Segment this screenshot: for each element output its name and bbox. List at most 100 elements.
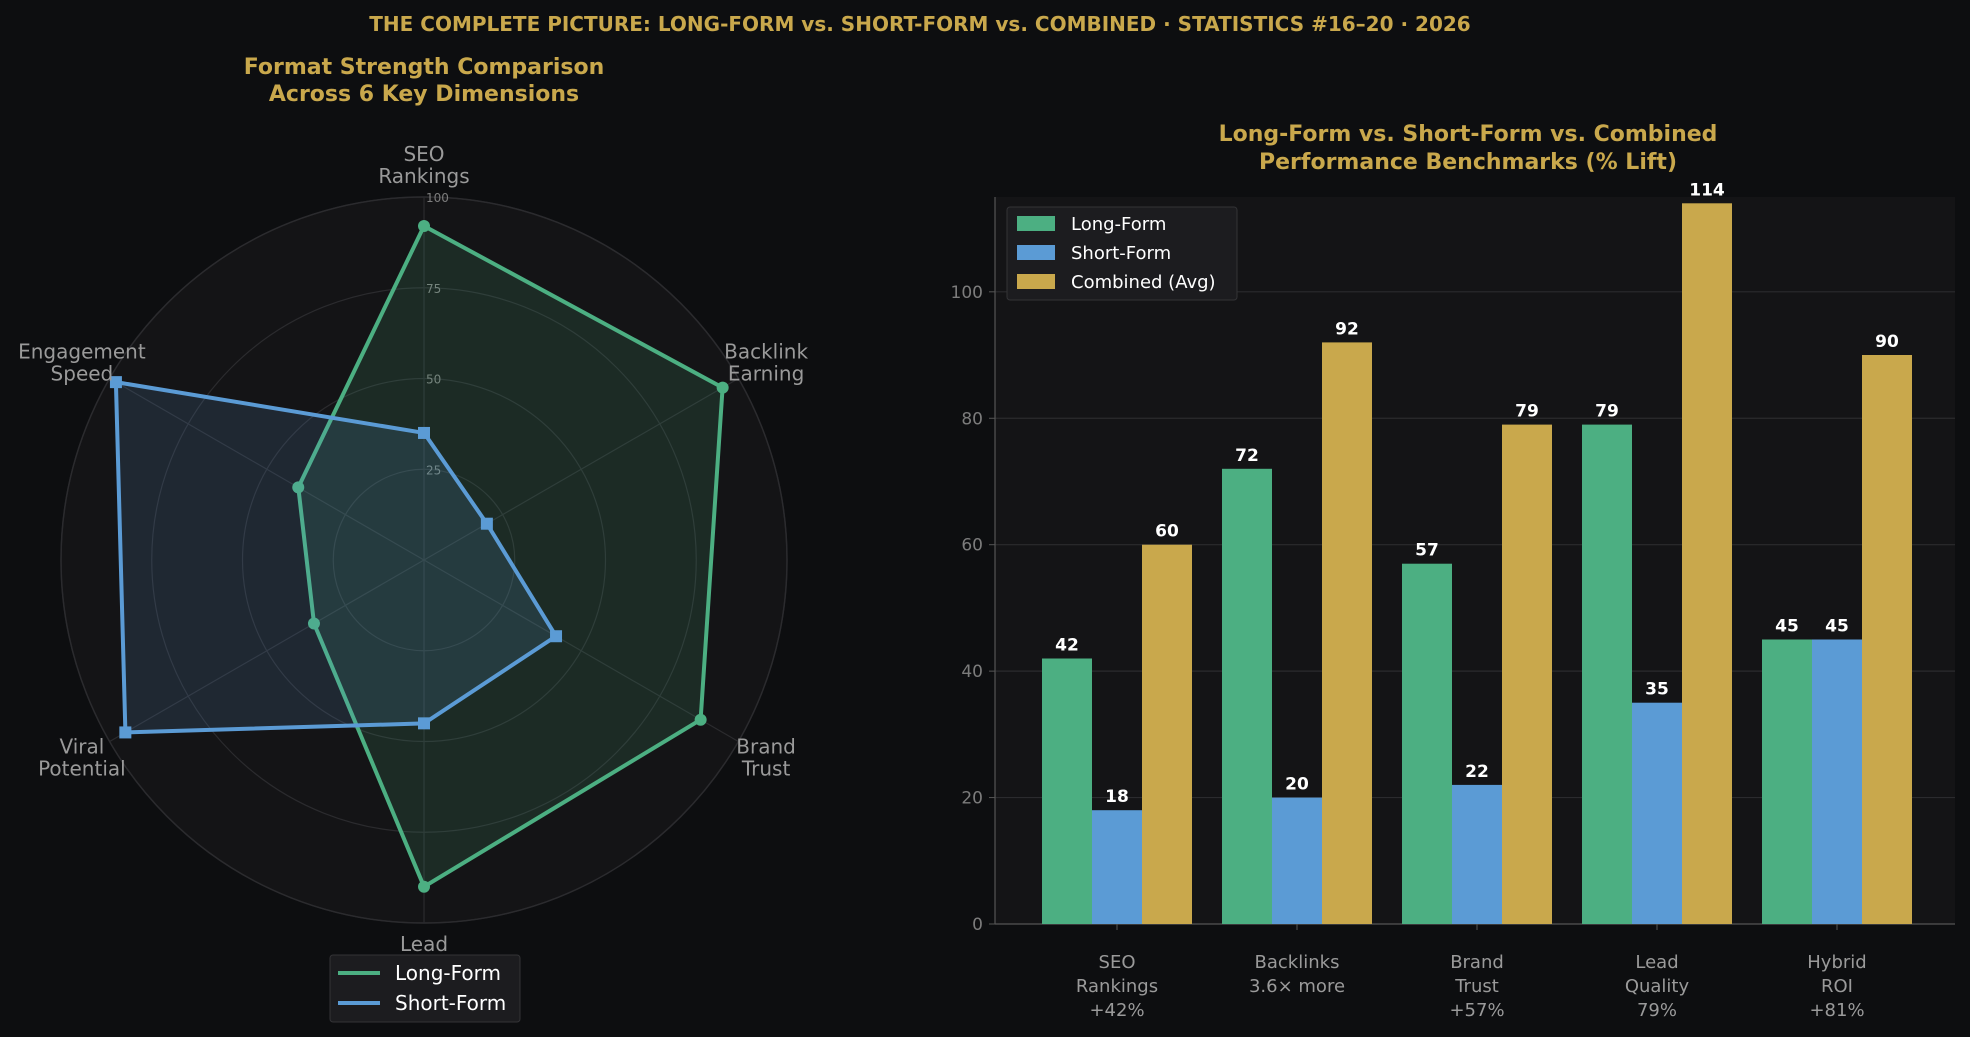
- bar-marks: 42 18 60 72 20 92 57 22 79 79 35 114 45 45 90: [1042, 180, 1912, 925]
- bar-0-4: [1762, 639, 1812, 924]
- bar-x-tick-label: +81%: [1809, 1000, 1864, 1021]
- radar-axis-label: Viral: [59, 735, 104, 759]
- radar-axis-label: Earning: [728, 362, 804, 386]
- bar-value-label: 60: [1155, 522, 1179, 542]
- radar-axis-label: Lead: [400, 932, 448, 956]
- bar-title-line-2: Performance Benchmarks (% Lift): [1259, 150, 1677, 175]
- radar-r-tick-label: 25: [426, 463, 441, 477]
- radar-series-1-point: [418, 426, 430, 439]
- bar-0-3: [1582, 424, 1632, 924]
- bar-chart: Long-Form vs. Short-Form vs. Combined Pe…: [951, 122, 1955, 1021]
- bar-0-0: [1042, 658, 1092, 924]
- bar-value-label: 92: [1335, 319, 1359, 339]
- radar-series-0-point: [307, 617, 320, 630]
- radar-grid: 25 50 75 100: [60, 191, 788, 924]
- radar-spoke: [109, 377, 425, 561]
- bar-title-line-1: Long-Form vs. Short-Form vs. Combined: [1219, 122, 1718, 147]
- radar-r-tick-label: 50: [426, 373, 441, 387]
- bar-x-tick-label: 3.6× more: [1249, 976, 1345, 997]
- radar-legend: Long-Form Short-Form: [329, 954, 521, 1023]
- radar-spoke: [423, 377, 739, 561]
- bar-0-2: [1402, 563, 1452, 924]
- radar-r-tick-label: 75: [426, 282, 441, 296]
- bar-x-tick-label: Brand: [1450, 952, 1504, 973]
- radar-series-0-point: [292, 481, 305, 494]
- bar-1-4: [1812, 639, 1862, 924]
- bar-value-label: 79: [1595, 402, 1619, 422]
- bar-x-tick-label: Hybrid: [1807, 952, 1866, 973]
- radar-legend-label-0: Long-Form: [395, 961, 501, 985]
- bar-value-label: 45: [1775, 617, 1799, 637]
- bar-legend-box: [1006, 206, 1238, 301]
- bar-1-1: [1272, 797, 1322, 924]
- bar-y-tick-label: 80: [961, 409, 983, 429]
- bar-value-label: 72: [1235, 446, 1259, 466]
- bar-legend-label-2: Combined (Avg): [1071, 272, 1216, 293]
- bar-2-2: [1502, 424, 1552, 924]
- radar-series-0-point: [418, 220, 430, 233]
- radar-series-1-point: [480, 517, 493, 530]
- bar-legend-swatch-1: [1017, 245, 1055, 260]
- bar-1-2: [1452, 784, 1502, 924]
- radar-series-1-point: [418, 717, 430, 730]
- radar-spoke: [423, 559, 739, 743]
- bar-y-tick-label: 60: [961, 536, 983, 556]
- bar-y-tick-label: 0: [972, 915, 983, 935]
- radar-axis-label: Rankings: [378, 164, 469, 188]
- bar-y-tick-label: 40: [961, 662, 983, 682]
- radar-series-1-point: [109, 376, 122, 389]
- radar-series-0-point: [694, 713, 707, 726]
- radar-r-tick-label: 100: [426, 191, 449, 205]
- radar-legend-label-1: Short-Form: [395, 991, 506, 1015]
- bar-legend-swatch-2: [1017, 274, 1055, 289]
- bar-x-tick-label: Quality: [1625, 976, 1690, 997]
- radar-series: [109, 220, 729, 893]
- bar-x-tick-label: SEO: [1099, 952, 1136, 973]
- bar-legend-swatch-0: [1017, 216, 1055, 231]
- bar-x-tick-label: 79%: [1637, 1000, 1677, 1021]
- bar-value-label: 114: [1689, 180, 1725, 200]
- radar-spoke: [109, 559, 425, 743]
- radar-axis-label: Brand: [736, 735, 796, 759]
- radar-series-1-point: [550, 630, 563, 643]
- bar-x-tick-label: Rankings: [1076, 976, 1158, 997]
- bar-value-label: 79: [1515, 402, 1539, 422]
- bar-y-tick-label: 20: [961, 789, 983, 809]
- bar-2-3: [1682, 203, 1732, 925]
- bar-2-1: [1322, 342, 1372, 924]
- bar-legend-label-1: Short-Form: [1071, 243, 1171, 264]
- bar-2-0: [1142, 544, 1192, 924]
- bar-x-tick-label: +42%: [1089, 1000, 1144, 1021]
- bar-y-tick-label: 100: [951, 283, 983, 303]
- bar-value-label: 35: [1645, 680, 1669, 700]
- bar-x-tick-label: +57%: [1449, 1000, 1504, 1021]
- radar-axis-label: Engagement: [18, 340, 146, 364]
- bar-x-tick-label: Trust: [1454, 976, 1499, 997]
- bar-value-label: 45: [1825, 617, 1849, 637]
- bar-1-0: [1092, 810, 1142, 924]
- radar-title-line-2: Across 6 Key Dimensions: [269, 82, 579, 107]
- bar-0-1: [1222, 468, 1272, 924]
- radar-title-line-1: Format Strength Comparison: [244, 55, 604, 80]
- radar-axis-label: Backlink: [724, 340, 808, 364]
- radar-axis-label: SEO: [403, 142, 444, 166]
- bar-value-label: 22: [1465, 762, 1489, 782]
- bar-2-4: [1862, 355, 1912, 924]
- radar-series-1-point: [119, 726, 132, 739]
- bar-x-tick-label: Backlinks: [1255, 952, 1340, 973]
- bar-x-tick-labels: SEO Rankings +42% Backlinks 3.6× more Brand Tr…: [1076, 924, 1867, 1021]
- radar-chart: Format Strength Comparison Across 6 Key …: [18, 55, 808, 1023]
- bar-value-label: 90: [1875, 332, 1899, 352]
- bar-value-label: 42: [1055, 636, 1079, 656]
- radar-axis-label: Potential: [38, 757, 126, 781]
- bar-legend: Long-Form Short-Form Combined (Avg): [1006, 206, 1238, 301]
- bar-value-label: 57: [1415, 541, 1439, 561]
- radar-series-0-point: [716, 381, 729, 394]
- bar-value-label: 18: [1105, 787, 1129, 807]
- bar-x-tick-label: Lead: [1635, 952, 1678, 973]
- radar-series-0-point: [418, 880, 430, 893]
- bar-value-label: 20: [1285, 775, 1309, 795]
- suptitle: THE COMPLETE PICTURE: LONG-FORM vs. SHOR…: [369, 12, 1470, 36]
- bar-x-tick-label: ROI: [1821, 976, 1853, 997]
